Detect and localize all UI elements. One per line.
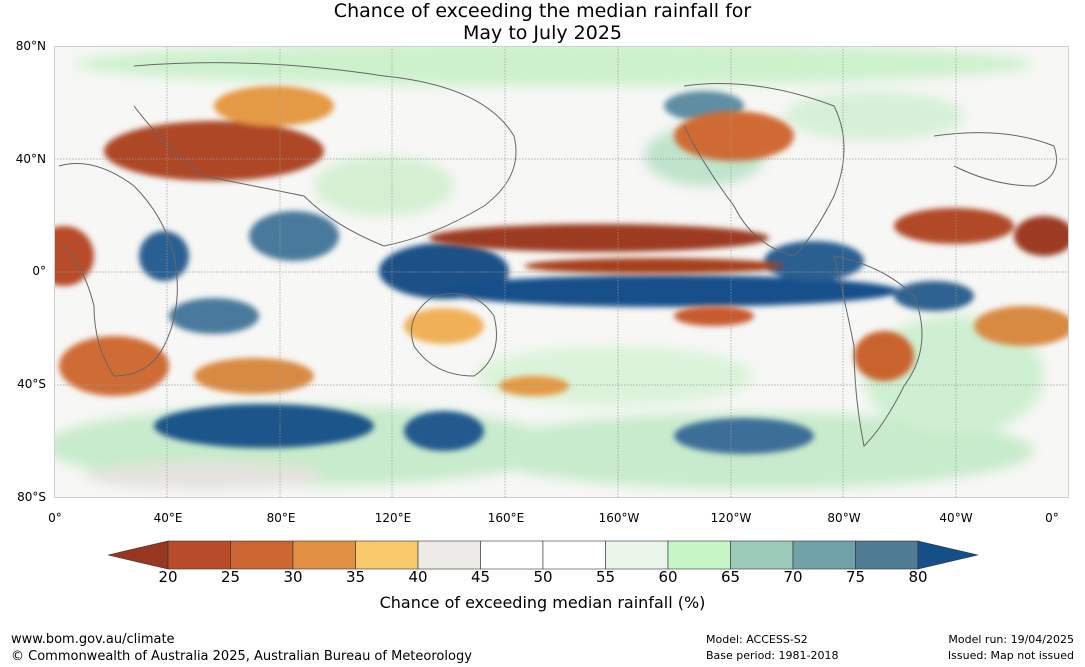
colorbar-tick-label: 70: [783, 568, 803, 586]
colorbar-segment: [792, 540, 856, 570]
colorbar-tick-label: 40: [408, 568, 428, 586]
lat-label-equator: 0°: [32, 264, 46, 278]
colorbar-segment: [855, 540, 919, 570]
lon-label-120w: 120°W: [710, 511, 752, 525]
footer-issued: Issued: Map not issued: [947, 649, 1074, 662]
colorbar-segment: [292, 540, 356, 570]
colorbar-segment: [605, 540, 669, 570]
lon-label-360: 0°: [1045, 511, 1059, 525]
colorbar: [107, 540, 979, 570]
colorbar-low-arrow: [107, 540, 169, 570]
colorbar-tick-label: 65: [720, 568, 741, 586]
colorbar-tick-label: 30: [283, 568, 303, 586]
colorbar-high-arrow: [917, 540, 979, 570]
colorbar-segment: [730, 540, 794, 570]
colorbar-segment: [542, 540, 606, 570]
lat-label-40s: 40°S: [17, 377, 46, 391]
footer-copyright: © Commonwealth of Australia 2025, Austra…: [11, 649, 472, 664]
map-title: Chance of exceeding the median rainfall …: [0, 0, 1085, 44]
lon-label-40e: 40°E: [153, 511, 183, 525]
footer-base-period: Base period: 1981-2018: [706, 649, 839, 662]
footer-model-info: Model: ACCESS-S2 Base period: 1981-2018: [706, 632, 838, 664]
footer-url: www.bom.gov.au/climate: [11, 632, 175, 647]
colorbar-graphic: [107, 540, 979, 570]
colorbar-tick-label: 20: [158, 568, 178, 586]
lon-label-80e: 80°E: [266, 511, 296, 525]
graticule: [54, 46, 1069, 498]
lat-label-80n: 80°N: [15, 39, 46, 53]
colorbar-label: Chance of exceeding median rainfall (%): [379, 593, 706, 612]
colorbar-tick-label: 45: [470, 568, 491, 586]
lon-label-40w: 40°W: [939, 511, 973, 525]
rainfall-map: [54, 46, 1069, 498]
lat-label-40n: 40°N: [15, 152, 46, 166]
footer-model: Model: ACCESS-S2: [706, 633, 808, 646]
lon-label-80w: 80°W: [827, 511, 861, 525]
colorbar-tick-label: 35: [345, 568, 366, 586]
colorbar-segment: [230, 540, 294, 570]
lon-label-160w: 160°W: [598, 511, 640, 525]
coastlines: [58, 62, 1057, 448]
colorbar-segment: [480, 540, 544, 570]
colorbar-tick-label: 80: [908, 568, 928, 586]
lon-label-0: 0°: [48, 511, 62, 525]
colorbar-segment: [667, 540, 731, 570]
lon-label-160e: 160°E: [487, 511, 525, 525]
map-canvas: [54, 46, 1069, 498]
map-frame: [54, 46, 1069, 498]
colorbar-segment: [167, 540, 231, 570]
colorbar-segment: [355, 540, 419, 570]
colorbar-tick-label: 25: [220, 568, 241, 586]
lat-label-80s: 80°S: [17, 490, 46, 504]
lon-label-120e: 120°E: [374, 511, 412, 525]
colorbar-tick-label: 75: [845, 568, 866, 586]
footer-model-run: Model run: 19/04/2025: [948, 633, 1074, 646]
title-line-1: Chance of exceeding the median rainfall …: [333, 0, 752, 22]
colorbar-tick-label: 60: [658, 568, 678, 586]
colorbar-tick-label: 50: [533, 568, 553, 586]
footer-run-info: Model run: 19/04/2025 Issued: Map not is…: [948, 632, 1074, 664]
dry-regions: [54, 86, 1069, 396]
colorbar-tick-label: 55: [595, 568, 616, 586]
title-line-2: May to July 2025: [463, 22, 622, 44]
colorbar-segment: [417, 540, 481, 570]
wet-regions: [139, 91, 974, 454]
footer-left: www.bom.gov.au/climate © Commonwealth of…: [11, 631, 472, 665]
